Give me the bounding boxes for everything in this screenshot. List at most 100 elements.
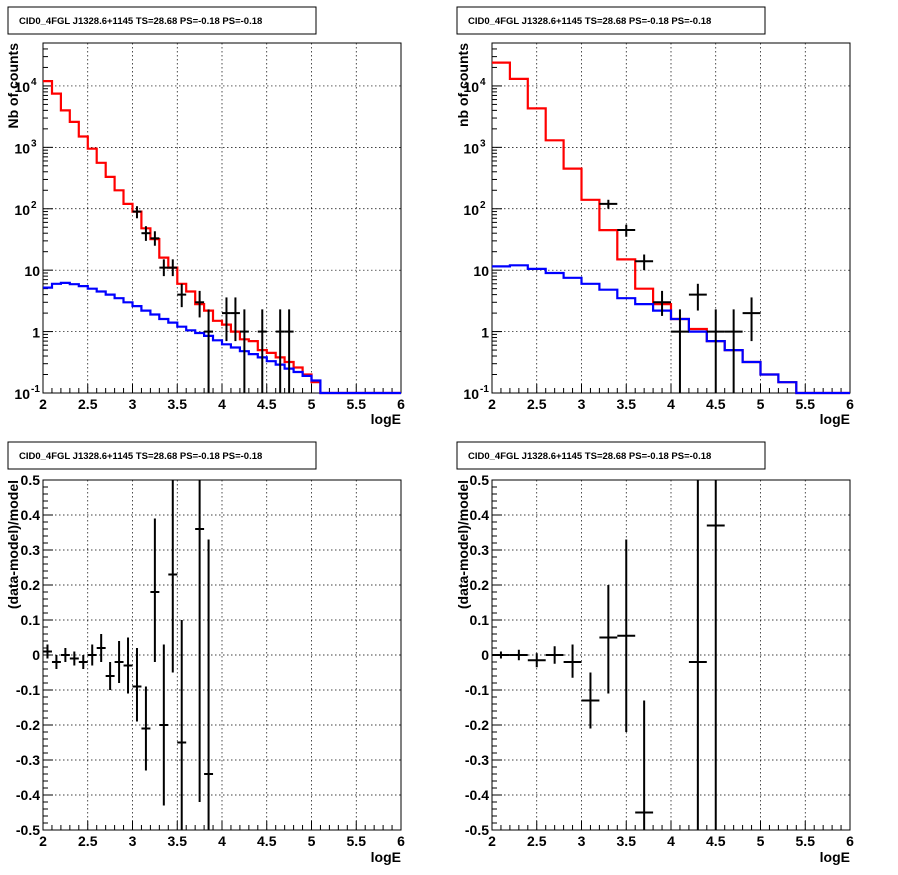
x-tick-label: 2 xyxy=(39,396,47,412)
y-tick-exponent: -1 xyxy=(480,384,489,395)
y-tick-label: 0.5 xyxy=(21,472,41,488)
title-box xyxy=(7,6,317,35)
data-point xyxy=(635,700,654,830)
data-point xyxy=(706,309,725,393)
y-axis-label: (data-model)/model xyxy=(455,480,471,609)
x-tick-label: 4.5 xyxy=(706,396,726,412)
data-point xyxy=(617,539,636,732)
data-point xyxy=(635,254,654,271)
y-tick-exponent: 2 xyxy=(31,200,37,211)
y-tick-label: 0.3 xyxy=(21,542,41,558)
x-tick-label: 4 xyxy=(218,833,226,849)
x-tick-label: 3 xyxy=(578,396,586,412)
data-point xyxy=(284,309,294,393)
x-tick-label: 4.5 xyxy=(257,833,277,849)
x-tick-label: 2.5 xyxy=(78,833,98,849)
data-point xyxy=(87,644,97,666)
data-point xyxy=(123,637,133,694)
y-tick-exponent: 3 xyxy=(31,138,37,149)
x-axis-label: logE xyxy=(820,411,850,427)
y-tick-label: 10 xyxy=(463,79,479,95)
x-tick-label: 5.5 xyxy=(796,833,816,849)
data-point xyxy=(69,651,79,666)
y-tick-label: 0 xyxy=(481,647,489,663)
data-point xyxy=(688,283,707,311)
data-point xyxy=(51,655,61,669)
data-point xyxy=(671,309,689,393)
data-point xyxy=(527,653,546,668)
y-tick-label: -0.3 xyxy=(465,752,489,768)
y-tick-label: 10 xyxy=(24,263,40,279)
y-tick-label: -0.1 xyxy=(16,682,40,698)
data-point xyxy=(239,309,249,393)
title-box xyxy=(456,441,766,470)
title-box xyxy=(456,6,766,35)
data-point xyxy=(742,297,761,342)
y-tick-label: 0.2 xyxy=(21,577,41,593)
data-point xyxy=(177,283,187,308)
x-tick-label: 4 xyxy=(218,396,226,412)
chart-title: CID0_4FGL J1328.6+1145 TS=28.68 PS=-0.18… xyxy=(19,16,262,27)
data-point xyxy=(195,480,205,802)
data-point xyxy=(195,290,205,318)
y-tick-label: -0.5 xyxy=(465,822,489,838)
x-tick-label: 5 xyxy=(757,833,765,849)
y-axis-label: Nb of counts xyxy=(5,43,21,129)
x-tick-label: 5.5 xyxy=(347,833,367,849)
data-point xyxy=(150,518,160,662)
x-tick-label: 2 xyxy=(488,833,496,849)
data-point xyxy=(599,585,618,694)
y-tick-label: -0.2 xyxy=(16,717,40,733)
y-tick-label: 1 xyxy=(481,325,489,341)
data-point xyxy=(204,309,214,393)
data-point xyxy=(177,620,187,830)
data-point xyxy=(617,224,636,237)
y-tick-label: 10 xyxy=(14,140,30,156)
y-tick-label: 0.4 xyxy=(21,507,41,523)
x-tick-label: 5 xyxy=(757,396,765,412)
data-point xyxy=(150,231,160,246)
data-point xyxy=(230,297,240,342)
data-point xyxy=(78,655,88,669)
data-point xyxy=(599,199,618,209)
y-tick-label: -0.5 xyxy=(16,822,40,838)
x-tick-label: 4 xyxy=(667,833,675,849)
title-box xyxy=(7,441,317,470)
data-point xyxy=(168,480,178,673)
y-tick-exponent: 3 xyxy=(480,138,486,149)
x-tick-label: 4.5 xyxy=(706,833,726,849)
x-tick-label: 3 xyxy=(129,833,137,849)
x-tick-label: 5.5 xyxy=(796,396,816,412)
y-tick-label: -0.2 xyxy=(465,717,489,733)
data-point xyxy=(204,539,214,830)
y-tick-label: 0.2 xyxy=(470,577,490,593)
x-axis-label: logE xyxy=(371,849,401,865)
y-tick-label: 0.1 xyxy=(470,612,490,628)
y-tick-exponent: 2 xyxy=(480,200,486,211)
y-tick-exponent: -1 xyxy=(31,384,40,395)
data-point xyxy=(168,259,178,277)
y-tick-label: 10 xyxy=(463,140,479,156)
data-point xyxy=(581,672,600,729)
y-tick-label: 10 xyxy=(14,79,30,95)
chart-title: CID0_4FGL J1328.6+1145 TS=28.68 PS=-0.18… xyxy=(468,16,711,27)
data-point xyxy=(141,226,151,241)
data-point xyxy=(688,480,707,830)
data-point xyxy=(96,634,106,662)
y-tick-label: 10 xyxy=(463,386,479,402)
x-tick-label: 4 xyxy=(667,396,675,412)
y-tick-label: 1 xyxy=(32,325,40,341)
y-tick-label: 0.1 xyxy=(21,612,41,628)
data-point xyxy=(132,648,142,722)
x-tick-label: 3.5 xyxy=(168,396,188,412)
x-tick-label: 4.5 xyxy=(257,396,277,412)
y-tick-label: -0.4 xyxy=(465,787,489,803)
y-tick-exponent: 4 xyxy=(31,77,37,88)
x-tick-label: 5 xyxy=(308,833,316,849)
x-tick-label: 6 xyxy=(846,833,854,849)
x-axis-label: logE xyxy=(371,411,401,427)
data-point xyxy=(509,649,528,661)
